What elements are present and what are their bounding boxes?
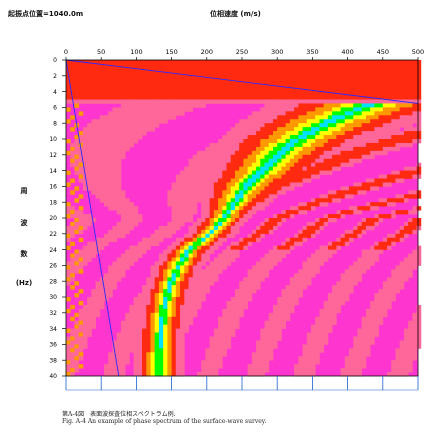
- y-tick-label: 20: [49, 215, 57, 222]
- figure-caption-en: Fig. A-4 An example of phase spectrum of…: [62, 418, 267, 425]
- limit-line-2: [65, 59, 120, 377]
- x-tick-label: 100: [130, 48, 142, 56]
- y-tick-label: 30: [49, 294, 57, 301]
- y-tick-label: 26: [49, 263, 57, 270]
- y-tick-label: 6: [53, 105, 57, 112]
- x-tick-label: 400: [341, 48, 353, 56]
- y-tick-label: 40: [49, 373, 57, 380]
- y-tick-label: 24: [49, 247, 57, 254]
- x-tick-label: 200: [201, 48, 213, 56]
- x-tick-label: 50: [97, 48, 105, 56]
- x-axis-title: 位相速度 (m/s): [210, 10, 261, 18]
- y-tick-label: 2: [53, 73, 57, 80]
- y-tick-label: 12: [49, 152, 57, 159]
- y-axis-title-char-3: 数: [20, 250, 28, 258]
- x-tick-label: 450: [377, 48, 389, 56]
- y-tick-label: 36: [49, 342, 57, 349]
- y-tick-label: 14: [49, 168, 57, 175]
- y-axis-title-unit: (Hz): [15, 279, 33, 287]
- axes-layer: 0 50 100 150 200 250 300 350 400 450 5000246810121…: [49, 48, 424, 391]
- shot-point-label: 起振点位置=1040.0m: [8, 10, 84, 18]
- x-tick-label: 250: [236, 48, 248, 56]
- y-tick-label: 28: [49, 278, 57, 285]
- y-tick-label: 8: [53, 120, 57, 127]
- limit-lines-layer: [65, 59, 419, 377]
- heatmap-layer: [66, 60, 422, 377]
- y-tick-label: 16: [49, 184, 57, 191]
- y-tick-label: 34: [49, 326, 57, 333]
- y-axis-title-char-1: 周: [20, 187, 28, 195]
- y-tick-label: 10: [49, 136, 57, 143]
- x-tick-label: 350: [306, 48, 318, 56]
- y-tick-label: 18: [49, 199, 57, 206]
- y-tick-label: 0: [53, 57, 57, 64]
- x-tick-label: 300: [271, 48, 283, 56]
- y-tick-label: 4: [53, 89, 57, 96]
- y-tick-label: 32: [49, 310, 57, 317]
- limit-line-1: [65, 59, 419, 104]
- y-tick-label: 38: [49, 357, 57, 364]
- y-axis-title-char-2: 波: [20, 219, 28, 227]
- x-tick-label: 0: [64, 48, 68, 56]
- figure-caption-jp: 第A-4図 表面波探査位相スペクトラム例.: [62, 411, 176, 418]
- x-tick-label: 150: [165, 48, 177, 56]
- y-tick-label: 22: [49, 231, 57, 238]
- x-tick-label: 500: [412, 48, 424, 56]
